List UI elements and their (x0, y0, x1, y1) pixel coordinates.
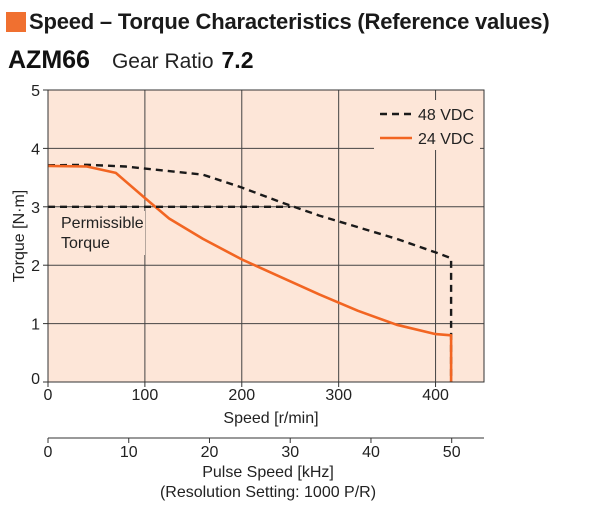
x-tick-label-300: 300 (325, 387, 352, 404)
y-tick-label-3: 3 (31, 200, 40, 217)
plot-frame (47, 89, 485, 383)
pulse-tick-label-30: 30 (281, 444, 299, 461)
annotation-background (57, 211, 145, 255)
pulse-speed-label: Pulse Speed [kHz] (202, 464, 334, 481)
pulse-tick-label-50: 50 (443, 444, 461, 461)
pulse-tick-label-40: 40 (362, 444, 380, 461)
y-tick-label-5: 5 (31, 83, 40, 100)
model-name: AZM66 (8, 46, 90, 74)
chart-title: Speed – Torque Characteristics (Referenc… (29, 9, 550, 34)
annotation-line-1: Permissible (61, 215, 144, 232)
permissible-torque-annotation: Permissible Torque (57, 211, 145, 255)
pulse-tick-label-20: 20 (201, 444, 219, 461)
chart-title-row: Speed – Torque Characteristics (Referenc… (6, 8, 550, 36)
y-tick-label-0: 0 (31, 371, 40, 388)
gear-ratio-label: Gear Ratio (111, 50, 214, 73)
pulse-tick-label-0: 0 (44, 444, 53, 461)
y-tick-label-1: 1 (31, 317, 40, 334)
legend: 48 VDC 24 VDC (374, 100, 480, 150)
series-line-48-vdc (47, 163, 453, 382)
legend-label-48vdc: 48 VDC (418, 107, 474, 124)
x-tick-label-400: 400 (422, 387, 449, 404)
pulse-tick-label-10: 10 (120, 444, 138, 461)
legend-label-24vdc: 24 VDC (418, 131, 474, 148)
title-accent-square (6, 12, 26, 32)
series-layer (47, 163, 453, 382)
gear-ratio-value: 7.2 (221, 47, 254, 73)
pulse-speed-axis: 0 10 20 30 40 50 Pulse Speed [kHz] (Resolutio… (44, 437, 484, 501)
legend-background (374, 100, 480, 150)
x-axis-ticks: 0 100 200 300 400 (44, 382, 449, 404)
y-tick-label-4: 4 (31, 141, 40, 158)
x-tick-label-0: 0 (44, 387, 53, 404)
annotation-line-2: Torque (61, 235, 110, 252)
y-axis-ticks: 0 1 2 3 4 5 (31, 83, 48, 388)
pulse-speed-ticks: 0 10 20 30 40 50 (44, 438, 461, 461)
x-tick-label-200: 200 (228, 387, 255, 404)
series-line-24-vdc (47, 164, 453, 382)
x-tick-label-100: 100 (132, 387, 159, 404)
y-axis-label: Torque [N·m] (11, 190, 28, 282)
chart-subtitle-row: AZM66 Gear Ratio 7.2 (8, 46, 254, 75)
y-tick-label-2: 2 (31, 258, 40, 275)
resolution-setting-label: (Resolution Setting: 1000 P/R) (160, 484, 376, 501)
x-axis-label: Speed [r/min] (223, 410, 318, 427)
